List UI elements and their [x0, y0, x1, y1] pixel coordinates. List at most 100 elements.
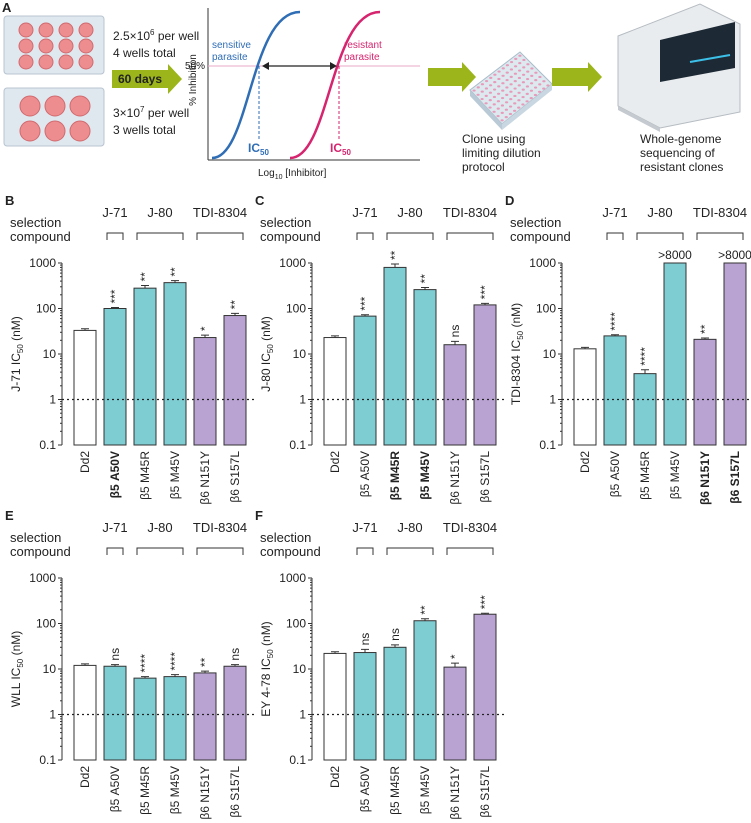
group-bracket: [386, 232, 434, 240]
significance: ns: [108, 648, 122, 661]
well: [521, 103, 525, 106]
error-bar: [81, 663, 89, 666]
bar: [103, 665, 127, 761]
y-tick-label: 100: [286, 302, 306, 316]
plate-side: [502, 84, 552, 130]
error-bar: [581, 346, 589, 349]
significance: **: [698, 324, 712, 334]
text: IC: [330, 141, 342, 155]
screen-detail: [689, 54, 731, 63]
text: 50: [260, 148, 269, 157]
well: [496, 92, 501, 95]
text: (nM): [509, 303, 523, 331]
well: [526, 63, 530, 66]
y-axis-label: EY 4-78 IC50 (nM): [259, 621, 275, 716]
well: [480, 97, 484, 101]
curve-label: parasite: [212, 52, 248, 63]
y-tick-label: 0.1: [289, 438, 306, 452]
group-label: J-80: [147, 205, 172, 220]
text: per well: [155, 29, 200, 43]
significance: *: [198, 326, 212, 331]
panel-letter: A: [2, 0, 12, 15]
group-label: J-80: [147, 520, 172, 535]
well: [537, 90, 542, 93]
well: [521, 88, 525, 91]
selection-label: compound: [510, 229, 571, 244]
text: EY 4-78 IC: [259, 658, 273, 717]
well: [517, 69, 522, 72]
y-tick-label: 100: [286, 617, 306, 631]
text: WLL IC: [9, 667, 23, 707]
x-tick-label: β6 N151Y: [198, 451, 212, 505]
well: [517, 84, 521, 87]
error-bar: [421, 618, 429, 621]
y-tick-label: 10: [293, 347, 307, 361]
x-tick-label: β5 M45V: [418, 766, 432, 814]
well: [517, 76, 522, 80]
x-tick-label: Dd2: [578, 451, 592, 473]
x-tick-label: β5 M45V: [168, 451, 182, 499]
well: [533, 86, 538, 89]
well: [496, 107, 500, 110]
well: [492, 88, 497, 91]
well: [484, 94, 488, 97]
well: [525, 77, 530, 81]
error-bar: [361, 314, 369, 317]
bar: [603, 335, 627, 446]
well: [509, 60, 514, 64]
well: [522, 66, 526, 69]
text: 7: [140, 105, 145, 114]
group-label: TDI-8304: [693, 205, 747, 220]
well: [480, 90, 484, 93]
group-label: J-71: [102, 205, 127, 220]
well: [518, 54, 522, 57]
curve-label: resistant: [344, 40, 382, 51]
well: [509, 98, 513, 101]
sensitive-curve: [211, 10, 301, 160]
x-tick-label: Dd2: [328, 451, 342, 473]
y-tick-label: 100: [36, 617, 56, 631]
arrow: [552, 62, 602, 92]
x-tick-label: β6 N151Y: [198, 766, 212, 820]
error-bar: [111, 307, 119, 309]
well: [484, 102, 488, 105]
well: [504, 116, 508, 119]
bar: [413, 289, 437, 446]
well: [509, 75, 513, 78]
well: [497, 77, 501, 81]
well: [534, 79, 538, 82]
bar: [133, 287, 157, 446]
error-bar: [701, 337, 709, 340]
well: [525, 92, 529, 95]
x-tick-label: Dd2: [328, 766, 342, 788]
text: 50: [516, 330, 525, 339]
well: [493, 81, 497, 84]
x-tick-label: β5 M45R: [138, 451, 152, 500]
y-tick-label: 1000: [529, 256, 556, 270]
y-axis-label: % Inhibition: [188, 54, 199, 106]
base: [618, 106, 660, 132]
group-label: J-80: [647, 205, 672, 220]
error-bar: [201, 670, 209, 673]
text: 50: [342, 148, 351, 157]
bar: [353, 652, 377, 761]
group-label: J-80: [397, 205, 422, 220]
well: [517, 106, 521, 109]
y-tick-label: 0.1: [39, 753, 56, 767]
well: [538, 75, 542, 79]
well: [501, 82, 505, 85]
x-tick-label: β5 A50V: [358, 766, 372, 812]
significance: ns: [448, 325, 462, 338]
well: [513, 87, 517, 90]
panel-a: A 2.5×106 per well 4 wells total 60 days…: [2, 0, 741, 181]
text: 2.5×10: [113, 29, 150, 43]
group-bracket: [446, 232, 494, 240]
y-tick-label: 1: [49, 708, 56, 722]
y-tick-label: 100: [36, 302, 56, 316]
bar: [193, 337, 217, 446]
group-bracket: [136, 547, 184, 555]
text: 50: [266, 649, 275, 658]
group-bracket: [136, 232, 184, 240]
error-bar: [391, 263, 399, 268]
